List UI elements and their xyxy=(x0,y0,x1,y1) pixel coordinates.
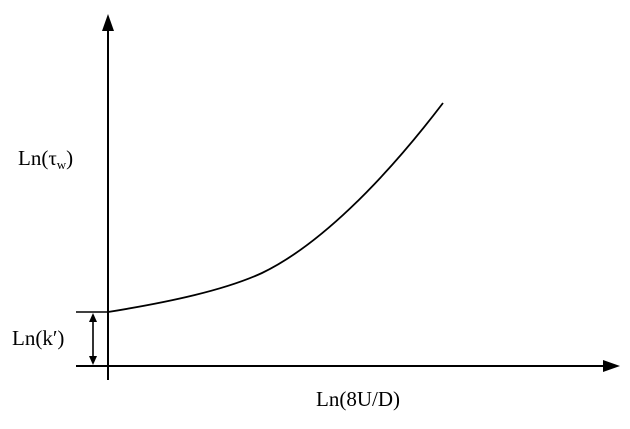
flow-curve xyxy=(107,102,444,313)
y-axis-arrowhead xyxy=(102,14,114,31)
x-axis-arrowhead xyxy=(603,360,620,372)
y-axis-label-main: Ln(τ xyxy=(18,146,57,170)
intercept-arrowhead-down xyxy=(89,356,97,365)
y-axis-label-subscript: w xyxy=(56,157,67,172)
intercept-arrowhead-up xyxy=(89,313,97,322)
y-axis-label-close: ) xyxy=(66,146,74,170)
y-axis-label: Ln(τw) xyxy=(18,146,74,172)
x-axis-label: Ln(8U/D) xyxy=(316,387,400,411)
intercept-label: Ln(k′) xyxy=(12,326,65,350)
